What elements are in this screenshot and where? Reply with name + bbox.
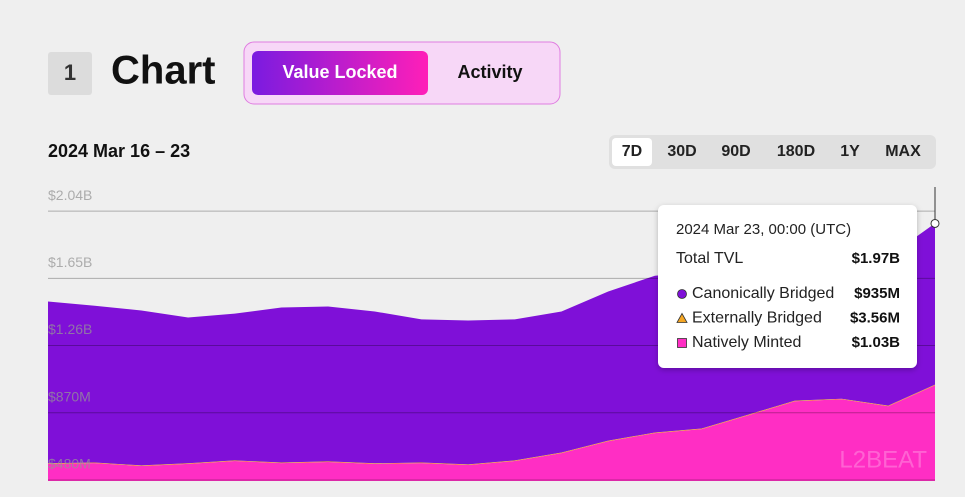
tooltip-total: $1.97B [852,250,901,267]
y-tick-label: $2.04B [48,187,92,203]
period-button[interactable]: 1Y [840,143,860,160]
period-button[interactable]: 90D [721,143,750,160]
y-tick-label: $870M [48,388,91,404]
tab-active[interactable] [252,51,428,95]
legend-marker [676,312,688,323]
period-button[interactable]: 180D [777,143,815,160]
legend-marker [677,338,687,348]
tab-label[interactable]: Activity [457,62,522,82]
tooltip [658,205,917,368]
period-button[interactable]: 30D [667,143,696,160]
tooltip-total-label: Total TVL [676,250,743,267]
legend-label: Canonically Bridged [692,285,834,302]
tooltip-value: $1.03B [852,334,901,351]
period-selector [609,135,936,169]
legend-label: Externally Bridged [692,310,822,327]
tooltip-value: $3.56M [850,309,900,326]
period-button[interactable]: MAX [885,143,921,160]
date-range: 2024 Mar 16 – 23 [48,141,190,161]
tooltip-value: $935M [854,285,900,302]
y-tick-label: $480M [48,456,91,472]
legend-marker [677,289,687,299]
y-tick-label: $1.26B [48,321,92,337]
number-badge [48,52,92,95]
section-number: 1 [64,60,76,85]
hover-point [930,218,940,228]
area [48,385,935,481]
section-title: Chart [111,49,215,93]
watermark: L2BEAT [839,446,927,473]
period-button[interactable]: 7D [622,143,642,160]
tooltip-date: 2024 Mar 23, 00:00 (UTC) [676,221,851,238]
y-tick-label: $1.65B [48,254,92,270]
tab-label[interactable]: Value Locked [282,62,397,82]
legend-label: Natively Minted [692,334,801,351]
period-active[interactable] [612,138,652,166]
